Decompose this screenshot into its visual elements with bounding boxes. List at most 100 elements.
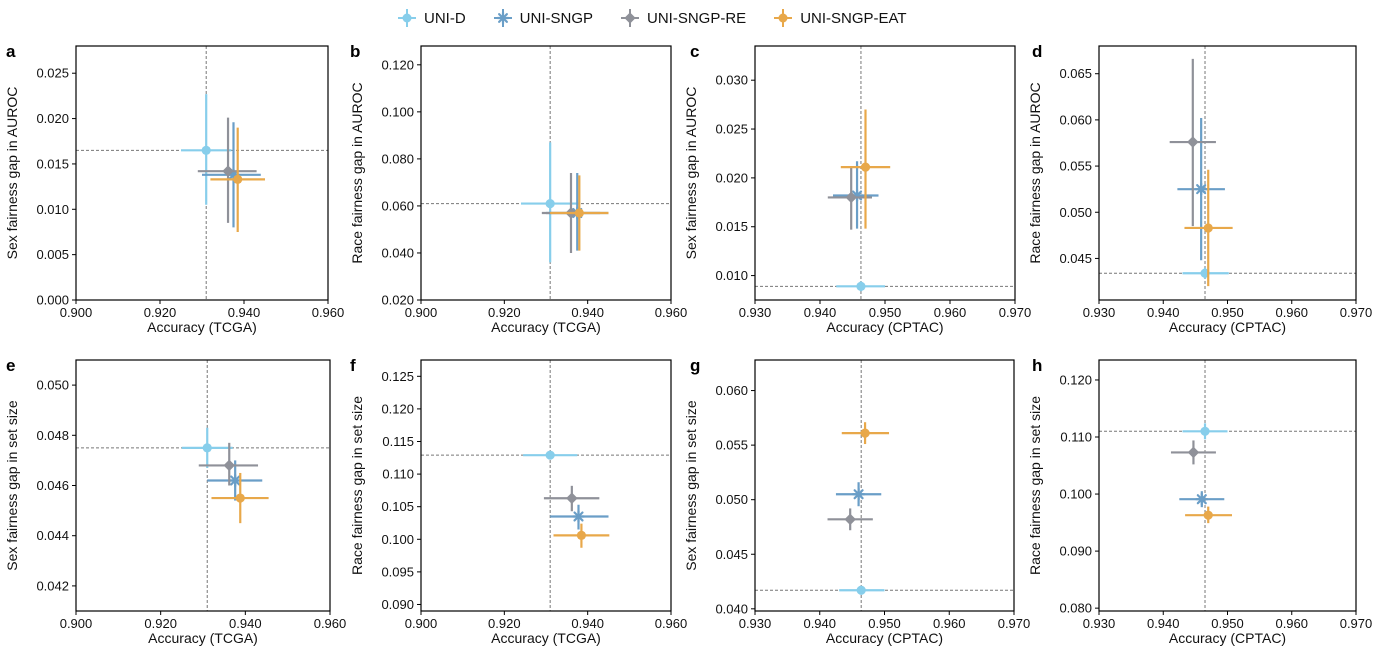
x-tick-label: 0.960 <box>1275 305 1308 320</box>
y-axis-label: Race fairness gap in AUROC <box>1027 82 1043 263</box>
y-tick-label: 0.080 <box>1059 601 1092 616</box>
y-tick-label: 0.020 <box>381 293 414 308</box>
y-tick-label: 0.120 <box>1059 372 1092 387</box>
data-point <box>1194 182 1208 196</box>
y-tick-label: 0.065 <box>1059 66 1092 81</box>
x-tick-label: 0.950 <box>869 305 902 320</box>
y-tick-label: 0.060 <box>1059 112 1092 127</box>
x-tick-label: 0.940 <box>803 616 836 631</box>
y-tick-label: 0.080 <box>381 151 414 166</box>
y-tick-label: 0.040 <box>715 601 748 616</box>
series-uni-sngp-eat <box>553 523 610 548</box>
series-uni-sngp-re <box>1170 440 1216 465</box>
legend-marker <box>496 11 510 25</box>
x-axis-label: Accuracy (CPTAC) <box>1169 630 1286 646</box>
data-point <box>574 208 584 218</box>
panel-letter: h <box>1032 356 1042 375</box>
x-tick-label: 0.960 <box>655 305 688 320</box>
y-tick-label: 0.010 <box>715 268 748 283</box>
plot-frame <box>420 359 672 612</box>
legend-item: UNI-SNGP <box>492 7 593 29</box>
y-axis-label: Race fairness gap in set size <box>349 396 365 575</box>
x-tick-label: 0.960 <box>1275 616 1308 631</box>
data-point <box>202 443 212 453</box>
y-axis-label: Sex fairness gap in AUROC <box>4 87 20 260</box>
legend-item: UNI-SNGP-RE <box>619 7 746 29</box>
legend-item: UNI-SNGP-EAT <box>772 7 907 29</box>
y-tick-label: 0.055 <box>715 438 748 453</box>
y-tick-label: 0.046 <box>36 478 69 493</box>
panel-f: f 0.900 0.920 0.940 0.960 0.090 0.095 0.100 0.10… <box>349 356 687 646</box>
panel-letter: b <box>350 42 360 61</box>
legend: UNI-D UNI-SNGP UNI-SNGP-RE UNI-SNGP-EAT <box>396 6 907 30</box>
data-point <box>851 487 866 501</box>
y-tick-label: 0.060 <box>381 198 414 213</box>
y-tick-label: 0.050 <box>1059 205 1092 220</box>
legend-label: UNI-SNGP-EAT <box>800 9 907 27</box>
x-tick-label: 0.900 <box>405 616 438 631</box>
y-tick-label: 0.015 <box>715 219 748 234</box>
legend-marker-icon <box>774 9 793 27</box>
panel-letter: g <box>690 356 700 375</box>
y-tick-label: 0.110 <box>1060 430 1092 445</box>
series-uni-sngp-eat <box>841 422 890 445</box>
data-point <box>222 165 234 177</box>
y-tick-label: 0.120 <box>381 401 414 416</box>
x-axis-label: Accuracy (CPTAC) <box>1169 319 1286 335</box>
y-tick-label: 0.110 <box>382 467 414 482</box>
series-uni-sngp-eat <box>211 472 269 524</box>
x-tick-label: 0.940 <box>571 616 604 631</box>
legend-item: UNI-D <box>396 7 466 29</box>
y-tick-label: 0.100 <box>381 532 414 547</box>
x-tick-label: 0.900 <box>405 305 438 320</box>
panel-h: h 0.930 0.940 0.950 0.960 0.970 0.080 0.090 0.10… <box>1027 356 1372 646</box>
y-tick-label: 0.044 <box>36 528 69 543</box>
plot-frame <box>1098 359 1357 612</box>
y-tick-label: 0.090 <box>1059 544 1092 559</box>
series-uni-d <box>181 94 232 205</box>
x-tick-label: 0.940 <box>1147 616 1180 631</box>
y-tick-label: 0.095 <box>381 564 414 579</box>
plot-frame <box>1098 45 1357 301</box>
series-uni-sngp-re <box>198 442 259 486</box>
x-tick-label: 0.970 <box>1340 305 1373 320</box>
x-tick-label: 0.930 <box>1083 616 1116 631</box>
data-point <box>223 459 235 472</box>
y-tick-label: 0.020 <box>36 111 69 126</box>
legend-marker <box>778 13 788 23</box>
x-tick-label: 0.940 <box>1147 305 1180 320</box>
series-uni-sngp <box>207 460 263 501</box>
series-uni-d <box>1182 423 1228 440</box>
x-tick-label: 0.930 <box>1083 305 1116 320</box>
y-tick-label: 0.055 <box>1059 159 1092 174</box>
data-point <box>228 473 242 488</box>
panel-letter: c <box>690 42 699 61</box>
data-point <box>860 428 870 438</box>
data-point <box>856 281 866 291</box>
x-tick-label: 0.950 <box>868 616 901 631</box>
series-uni-d <box>181 427 233 468</box>
series-uni-sngp <box>202 122 261 228</box>
legend-marker-icon <box>621 9 640 27</box>
panel-b: b 0.900 0.920 0.940 0.960 0.020 0.040 0.060 0.08… <box>349 42 687 335</box>
panel-letter: f <box>350 356 356 375</box>
y-tick-label: 0.020 <box>715 170 748 185</box>
data-point <box>1187 136 1199 148</box>
x-tick-label: 0.920 <box>488 305 521 320</box>
y-axis-label: Race fairness gap in set size <box>1027 396 1043 575</box>
x-tick-label: 0.930 <box>739 305 772 320</box>
y-tick-label: 0.105 <box>381 499 414 514</box>
x-axis-label: Accuracy (TCGA) <box>147 319 257 335</box>
series-uni-d <box>523 450 578 460</box>
series-uni-d <box>1182 267 1229 279</box>
x-tick-label: 0.970 <box>1340 616 1373 631</box>
data-point <box>566 492 578 504</box>
series-uni-sngp-re <box>1169 58 1216 227</box>
plot-frame <box>75 45 329 301</box>
y-axis-label: Sex fairness gap in set size <box>4 400 20 571</box>
x-tick-label: 0.970 <box>998 616 1031 631</box>
y-tick-label: 0.048 <box>36 428 69 443</box>
x-axis-label: Accuracy (CPTAC) <box>826 630 943 646</box>
x-tick-label: 0.960 <box>314 616 347 631</box>
